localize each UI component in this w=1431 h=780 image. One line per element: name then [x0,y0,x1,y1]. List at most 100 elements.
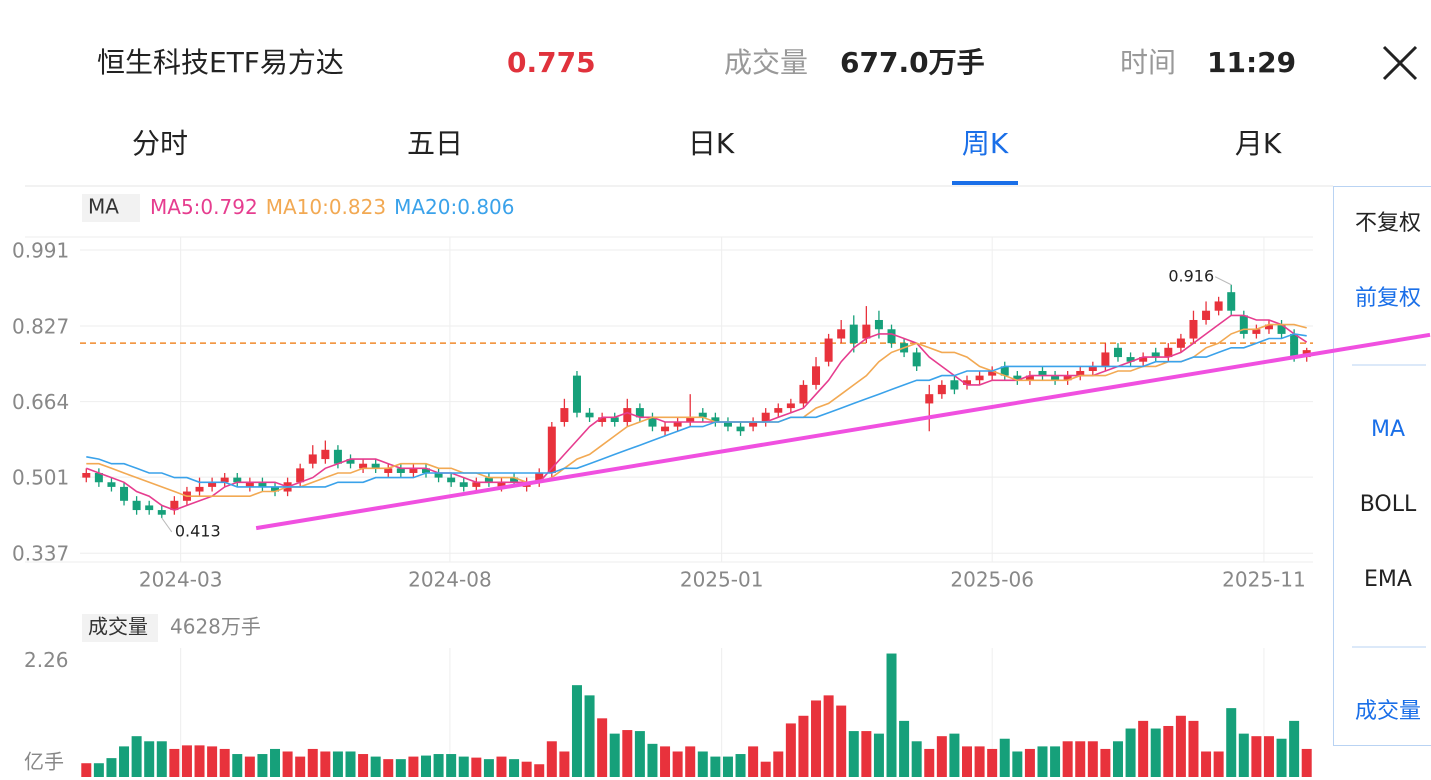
side-menu-item[interactable]: 前复权 [1355,286,1421,311]
candle-body [1025,375,1034,381]
volume-bar [672,751,683,777]
volume-bar [1263,736,1274,777]
volume-bar [911,741,922,777]
legend-sep: : [194,195,201,219]
ma-line [86,314,1308,511]
side-menu-item[interactable]: 不复权 [1355,211,1421,236]
candle-body [396,468,405,473]
volume-bar [295,756,306,777]
candle-body [824,338,833,362]
volume-bar [1087,741,1098,777]
side-menu-item[interactable]: MA [1371,417,1405,442]
candle-body [610,417,619,422]
volume-bar [81,763,92,777]
y-tick-label: 0.501 [12,466,69,490]
volume-bar [370,756,381,777]
side-menu-item[interactable]: EMA [1364,567,1412,592]
volume-bar [1201,751,1212,777]
candle-body [94,472,103,483]
volume-bar [534,764,545,777]
x-tick-label: 2024-03 [139,568,223,592]
volume-bar [106,758,117,777]
volume-bar [987,748,998,777]
candle-body [1227,292,1236,311]
legend-sep: : [322,195,329,219]
volume-value: 677.0万手 [840,46,985,79]
volume-bar [697,751,708,777]
candle-body [1239,315,1248,334]
candle-body [547,426,556,473]
candle-body [912,352,921,367]
legend-name: MA20 [394,195,450,219]
volume-bar [899,720,910,777]
candle-body [874,319,883,330]
volume-bar [1226,708,1237,777]
indicator-box [82,194,140,222]
legend-sep: : [450,195,457,219]
tab[interactable]: 分时 [132,127,188,160]
tab[interactable]: 日K [688,127,735,160]
time-value: 11:29 [1207,46,1296,79]
candle-body [698,412,707,418]
candle-body [786,403,795,409]
candle-body [1000,366,1009,376]
volume-bar [710,756,721,777]
candle-body [497,482,506,487]
x-tick-label: 2024-08 [408,568,492,592]
candle-body [635,408,644,418]
volume-bar [257,754,268,777]
tab[interactable]: 周K [962,127,1009,160]
volume-bar [358,754,369,777]
volume-bar [383,759,394,777]
candle-body [233,477,242,483]
candle-body [837,329,846,339]
volume-bar [458,756,469,777]
candle-body [1264,324,1273,330]
candle-body [661,426,670,432]
side-menu-item[interactable]: 成交量 [1355,699,1421,724]
candle-body [963,380,972,385]
volume-bar [735,754,746,777]
candle-body [82,472,91,478]
close-button[interactable] [1382,45,1418,81]
volume-bar [194,745,205,777]
side-panel [1333,186,1431,746]
tab[interactable]: 月K [1235,127,1282,160]
time-label: 时间 [1120,46,1176,79]
candle-body [535,472,544,483]
volume-bar [924,748,935,777]
volume-bar [584,695,595,777]
candle-body [1202,310,1211,320]
volume-bar [1251,736,1262,777]
x-tick-label: 2025-11 [1222,568,1306,592]
candle-body [296,468,305,483]
legend-value: 0.806 [457,195,514,219]
candle-body [434,472,443,478]
candle-body [1051,375,1060,381]
volume-bar [1050,746,1061,777]
price: 0.775 [507,46,596,79]
candle-body [271,486,280,492]
side-menu-item[interactable]: BOLL [1360,492,1417,517]
tab[interactable]: 五日 [407,127,463,160]
volume-bar [1112,741,1123,777]
volume-bar [446,754,457,777]
volume-bar [823,695,834,777]
volume-bar [207,746,218,777]
annotation-leader [161,517,173,533]
candle-body [862,324,871,339]
close-stroke [1382,45,1418,81]
volume-bar [634,731,645,777]
trendline [255,332,1431,531]
volume-bar [962,746,973,777]
candle-body [1151,352,1160,358]
candle-body [308,454,317,464]
volume-bar [1175,715,1186,777]
volume-bar [936,736,947,777]
candle-body [988,370,997,376]
volume-tick-label: 2.26 [24,648,69,672]
candle-body [132,500,141,511]
volume-bar [1238,733,1249,777]
volume-bar [521,761,532,777]
candle-body [245,482,254,487]
